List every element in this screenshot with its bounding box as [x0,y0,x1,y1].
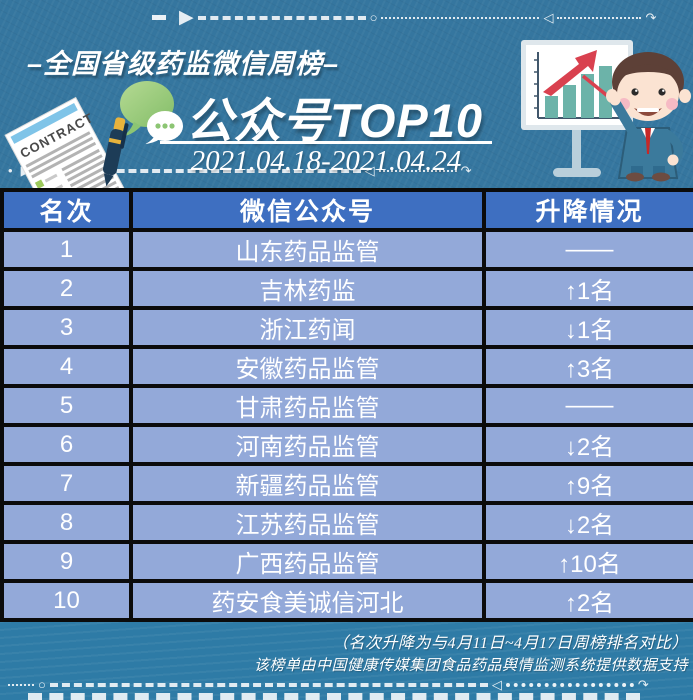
date-range: 2021.04.18-2021.04.24 [190,145,462,177]
account-cell: 浙江药闻 [129,306,486,349]
rank-cell: 1 [0,228,133,271]
table-row: 4 安徽药品监管 ↑3名 [0,345,693,388]
bar-chart-bars [545,66,612,118]
change-cell: ↓2名 [482,501,693,544]
ranking-table: 名次 微信公众号 升降情况 1 山东药品监管 —— 2 吉林药监 ↑1名 3 浙… [0,188,693,622]
title-underline [160,141,492,144]
contract-illustration: CONTRACT [4,96,133,188]
table-row: 9 广西药品监管 ↑10名 [0,540,693,583]
page-title: 公众号TOP10 [186,94,484,147]
footer-note-source: 该榜单由中国健康传媒集团食品药品舆情监测系统提供数据支持 [253,658,688,674]
curl-arrow-icon: ↷ [645,10,657,25]
table-row: 2 吉林药监 ↑1名 [0,267,693,310]
change-cell: —— [482,384,693,427]
dotted-segment [8,683,34,686]
rank-cell: 4 [0,345,133,388]
account-cell: 药安食美诚信河北 [129,579,486,622]
circle-icon: ○ [38,677,46,692]
table-row: 6 河南药品监管 ↓2名 [0,423,693,466]
dotted-segment [378,169,457,172]
change-cell: ↑2名 [482,579,693,622]
thick-dotted-segment [505,682,634,687]
triangle-right-icon: ▶ [179,7,194,28]
presenter-face [617,67,679,121]
curl-arrow-icon: ↷ [460,163,472,178]
change-cell: ↑1名 [482,267,693,310]
dashed-line-decoration-bottom: ○ ◁ ↷ [8,678,686,691]
axis-ticks [534,59,538,109]
change-cell: ↓2名 [482,423,693,466]
rank-cell: 6 [0,423,133,466]
change-cell: ↓1名 [482,306,693,349]
easel-stand [553,128,601,177]
presenter-shoe [626,172,644,182]
table-row: 1 山东药品监管 —— [0,228,693,271]
account-cell: 广西药品监管 [129,540,486,583]
change-cell: —— [482,228,693,271]
rank-cell: 7 [0,462,133,505]
rank-cell: 8 [0,501,133,544]
page-subtitle-badge: –全国省级药监微信周榜– [27,49,340,79]
ranking-table-body: 1 山东药品监管 —— 2 吉林药监 ↑1名 3 浙江药闻 ↓1名 4 安徽药品… [0,228,693,622]
change-cell: ↑3名 [482,345,693,388]
rank-cell: 2 [0,267,133,310]
column-header-change: 升降情况 [482,188,693,232]
triangle-left-outline-icon: ◁ [364,163,375,178]
account-cell: 安徽药品监管 [129,345,486,388]
account-cell: 吉林药监 [129,267,486,310]
pen-icon [102,117,129,187]
account-cell: 河南药品监管 [129,423,486,466]
dotted-segment [557,16,642,19]
wechat-small-bubble [145,111,183,144]
circle-icon: ○ [369,10,378,25]
contract-paper: CONTRACT [4,96,133,188]
table-row: 5 甘肃药品监管 —— [0,384,693,427]
dash-mark [152,15,166,20]
table-row: 3 浙江药闻 ↓1名 [0,306,693,349]
change-cell: ↑9名 [482,462,693,505]
dashed-segment [197,15,366,20]
presenter-shoe [652,172,670,182]
presentation-illustration [521,40,691,182]
change-cell: ↑10名 [482,540,693,583]
growth-arrow-icon [543,50,597,96]
bottom-band [0,621,693,700]
dot-icon: • [8,163,13,178]
account-cell: 江苏药品监管 [129,501,486,544]
presenter-illustration [606,52,691,182]
contract-text-lines [25,131,120,188]
table-header-row: 名次 微信公众号 升降情况 [0,188,693,232]
contract-legend-chips [34,173,64,188]
presenter-hand [609,94,621,106]
triangle-left-outline-icon: ◁ [491,677,502,692]
account-cell: 新疆药品监管 [129,462,486,505]
rank-cell: 5 [0,384,133,427]
table-row: 10 药安食美诚信河北 ↑2名 [0,579,693,622]
column-header-rank: 名次 [0,188,133,232]
table-row: 8 江苏药品监管 ↓2名 [0,501,693,544]
dashed-segment [92,168,361,173]
dashed-segment [49,682,488,687]
table-row: 7 新疆药品监管 ↑9名 [0,462,693,505]
curl-arrow-icon: ↷ [637,677,649,692]
account-cell: 山东药品监管 [129,228,486,271]
dotted-segment [381,16,540,19]
rank-cell: 3 [0,306,133,349]
presenter-raised-arm [610,97,638,137]
account-cell: 甘肃药品监管 [129,384,486,427]
column-header-account: 微信公众号 [129,188,486,232]
thick-dashed-line-decoration [28,693,640,700]
rank-cell: 10 [0,579,133,622]
triangle-left-outline-icon: ◁ [543,10,554,25]
dashed-line-decoration-top: ▶ ○ ◁ ↷ [152,8,660,27]
chart-board [521,40,633,130]
rank-cell: 9 [0,540,133,583]
footer-note-compare: （名次升降为与4月11日~4月17日周榜排名对比） [332,635,688,652]
